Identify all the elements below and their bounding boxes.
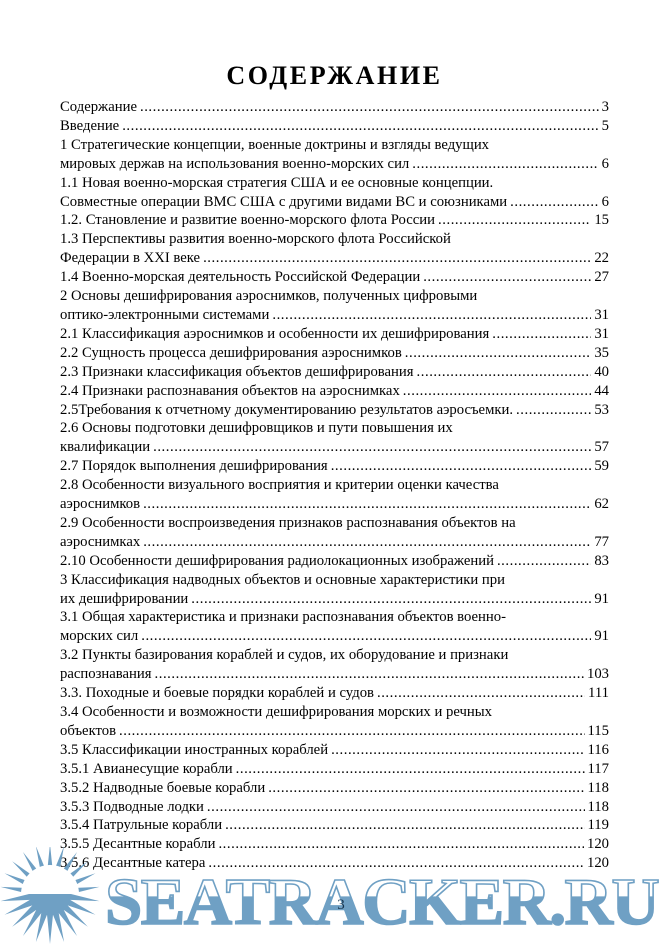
svg-text:3: 3 (337, 897, 345, 913)
